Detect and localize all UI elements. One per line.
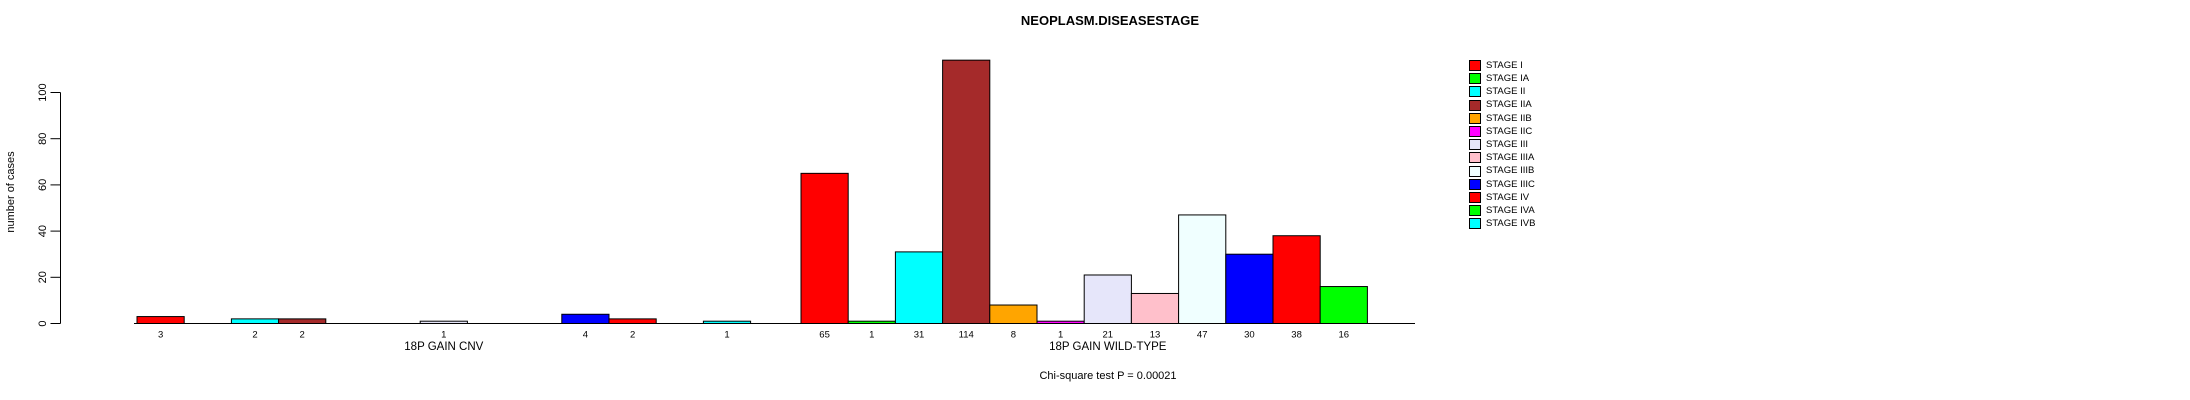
bar-value-label: 1 [869,330,874,341]
legend-swatch [1469,191,1481,203]
legend-label: STAGE III [1486,138,1529,150]
bar-stage-iia-group1 [942,59,991,324]
bar-stage-ia-group1 [847,320,896,325]
legend-item: STAGE IIIB [1469,165,1535,178]
bar-stage-iib-group1 [989,304,1038,324]
legend-item: STAGE IIC [1469,125,1535,138]
bar-value-label: 3 [158,330,163,341]
bar-stage-i-group1 [800,172,849,324]
y-axis-tick-label: 60 [37,179,49,191]
legend-swatch [1469,86,1481,98]
legend-label: STAGE IIIC [1486,178,1535,190]
bar-value-label: 13 [1150,330,1161,341]
bar-value-label: 2 [300,330,305,341]
legend-item: STAGE IVA [1469,204,1535,217]
legend-label: STAGE IIA [1486,99,1532,111]
bar-stage-iva-group1 [1319,286,1368,325]
legend-label: STAGE IIIA [1486,152,1535,164]
legend-item: STAGE IVB [1469,217,1535,230]
bar-value-label: 1 [724,330,729,341]
legend-label: STAGE IIB [1486,112,1532,124]
legend-item: STAGE IV [1469,191,1535,204]
legend-swatch [1469,73,1481,85]
y-axis-tick-label: 100 [37,83,49,101]
legend-item: STAGE II [1469,85,1535,98]
bar-stage-iii-group0 [419,320,468,325]
bar-value-label: 8 [1011,330,1016,341]
chart-title: NEOPLASM.DISEASESTAGE [1020,13,1200,28]
bar-value-label: 47 [1197,330,1208,341]
bar-stage-iii-group1 [1083,274,1132,324]
legend-item: STAGE IIIA [1469,151,1535,164]
legend-label: STAGE IV [1486,191,1530,203]
bar-stage-ivb-group0 [702,320,752,325]
bar-stage-ii-group0 [230,318,280,325]
bar-value-label: 1 [441,330,446,341]
legend-label: STAGE IVA [1486,204,1535,216]
bar-value-label: 114 [959,330,974,341]
legend-label: STAGE IIC [1486,125,1533,137]
legend-swatch [1469,152,1481,164]
bar-value-label: 2 [630,330,635,341]
x-axis-group-label-cnv: 18P GAIN CNV [404,341,484,353]
legend-label: STAGE II [1486,86,1526,98]
bar-value-label: 38 [1291,330,1302,341]
bar-stage-iia-group0 [278,318,327,325]
bar-value-label: 1 [1058,330,1063,341]
legend-swatch [1469,139,1481,151]
legend-swatch [1469,165,1481,177]
bar-stage-iiic-group1 [1225,253,1274,324]
bar-value-label: 4 [583,330,588,341]
legend-label: STAGE IA [1486,73,1530,85]
chi-square-annotation: Chi-square test P = 0.00021 [1039,370,1177,382]
y-axis-tick-label: 40 [37,225,49,237]
legend-swatch [1469,99,1481,111]
legend-label: STAGE I [1486,59,1523,71]
y-axis-tick-label: 0 [37,320,49,326]
bar-value-label: 31 [914,330,925,341]
bar-value-label: 2 [252,330,257,341]
bar-value-label: 65 [819,330,830,341]
legend-item: STAGE IIA [1469,99,1535,112]
bar-stage-iv-group1 [1272,235,1321,324]
bar-stage-iiia-group1 [1130,292,1180,325]
legend-swatch [1469,60,1481,72]
legend-item: STAGE IIIC [1469,178,1535,191]
bar-value-label: 21 [1103,330,1114,341]
bar-value-label: 16 [1339,330,1350,341]
legend: STAGE I STAGE IA STAGE II STAGE IIA STAGE II… [1469,59,1535,230]
bar-stage-iic-group1 [1036,320,1085,325]
y-axis-tick-label: 80 [37,133,49,145]
legend-item: STAGE III [1469,138,1535,151]
y-axis-tick-label: 20 [37,271,49,283]
legend-swatch [1469,178,1481,190]
legend-swatch [1469,112,1481,124]
legend-swatch [1469,205,1481,217]
bar-value-label: 30 [1244,330,1255,341]
legend-swatch [1469,126,1481,138]
bar-stage-iv-group0 [608,318,657,325]
legend-item: STAGE I [1469,59,1535,72]
bar-stage-ii-group1 [894,251,944,324]
bar-stage-iiic-group0 [561,313,610,325]
legend-label: STAGE IIIB [1486,165,1535,177]
x-axis-group-label-wildtype: 18P GAIN WILD-TYPE [1049,341,1167,353]
legend-item: STAGE IIB [1469,112,1535,125]
bar-stage-i-group0 [136,316,185,325]
y-axis-label: number of cases [5,151,17,233]
legend-item: STAGE IA [1469,72,1535,85]
legend-label: STAGE IVB [1486,218,1536,230]
legend-swatch [1469,218,1481,230]
bar-stage-iiib-group1 [1178,214,1227,324]
